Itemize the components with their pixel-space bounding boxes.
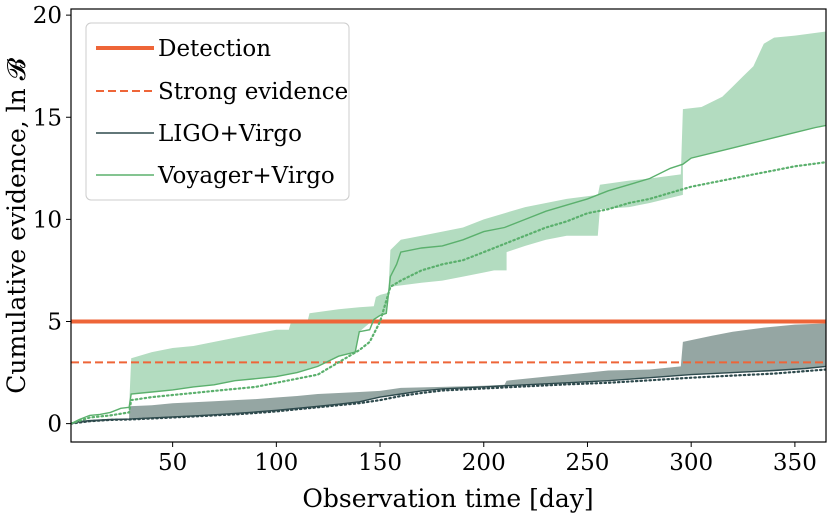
legend-ligo-virgo-label: LIGO+Virgo <box>158 121 302 147</box>
legend-detection-label: Detection <box>158 36 271 62</box>
x-tick-label: 300 <box>669 450 713 476</box>
x-tick-label: 50 <box>158 450 187 476</box>
y-tick-label: 0 <box>47 412 62 438</box>
band-voyager-virgo <box>129 31 826 408</box>
x-tick-label: 150 <box>358 450 402 476</box>
y-tick-label: 15 <box>33 105 62 131</box>
x-axis: 50 100 150 200 250 300 350 <box>158 442 817 476</box>
legend-voyager-virgo-label: Voyager+Virgo <box>157 163 335 189</box>
legend-strong-evidence-label: Strong evidence <box>158 79 348 105</box>
band-layer <box>71 31 826 424</box>
x-axis-label: Observation time [day] <box>302 484 593 513</box>
line-layer <box>71 124 826 425</box>
y-tick-label: 5 <box>47 309 62 335</box>
threshold-layer <box>71 319 826 364</box>
y-axis-label: Cumulative evidence, ln 𝓑 <box>2 57 31 393</box>
legend: Detection Strong evidence LIGO+Virgo Voy… <box>85 22 350 201</box>
legend-box <box>85 22 350 201</box>
x-tick-label: 100 <box>254 450 298 476</box>
x-tick-label: 250 <box>566 450 610 476</box>
line-voyager-virgo-dotted <box>71 161 826 425</box>
line-voyager-virgo <box>71 124 826 425</box>
x-tick-label: 200 <box>462 450 506 476</box>
y-tick-label: 10 <box>33 207 62 233</box>
x-tick-label: 350 <box>773 450 817 476</box>
plot-frame <box>70 8 827 443</box>
y-axis: 0 5 10 15 20 <box>33 3 71 438</box>
band-ligo-virgo <box>71 323 826 424</box>
y-tick-label: 20 <box>33 3 62 29</box>
line-ligo-virgo <box>71 365 826 425</box>
